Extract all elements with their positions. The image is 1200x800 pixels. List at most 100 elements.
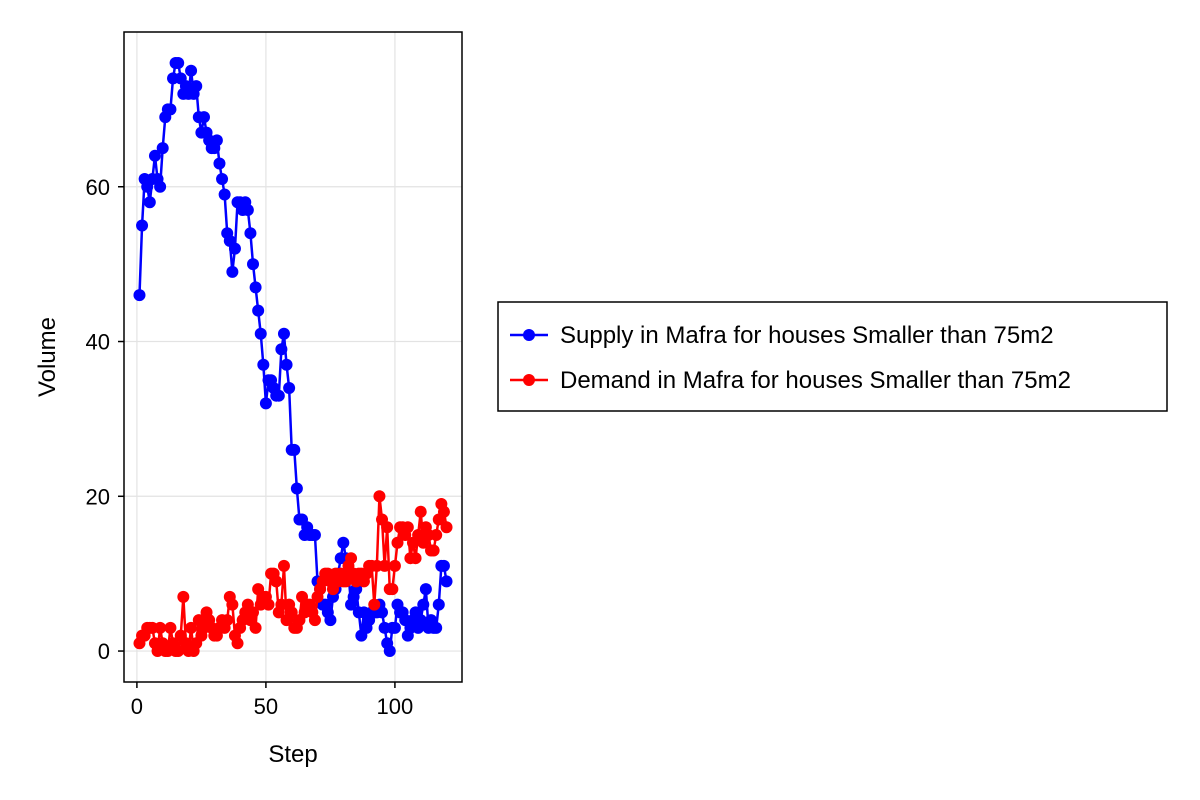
data-point-demand (391, 536, 404, 549)
y-tick-label-0: 0 (98, 639, 110, 664)
y-axis-title: Volume (34, 317, 61, 397)
data-point-supply (414, 614, 427, 627)
data-point-demand (373, 490, 386, 503)
data-point-demand (285, 606, 298, 619)
legend-marker-supply (523, 329, 535, 341)
series-line-supply (138, 61, 448, 653)
data-point-demand (378, 559, 391, 572)
data-point-supply (283, 381, 296, 394)
data-point-supply (419, 583, 432, 596)
data-point-supply (259, 397, 272, 410)
data-point-demand (154, 621, 167, 634)
data-point-demand (177, 590, 190, 603)
grid (124, 32, 462, 682)
data-point-supply (308, 528, 321, 541)
data-point-demand (221, 614, 234, 627)
data-point-demand (427, 544, 440, 557)
series-demand (133, 490, 453, 658)
data-point-supply (417, 598, 430, 611)
data-point-demand (164, 621, 177, 634)
data-point-supply (324, 614, 337, 627)
legend-entry-demand: Demand in Mafra for houses Smaller than … (510, 367, 1071, 394)
data-point-supply (197, 111, 210, 124)
data-point-demand (249, 621, 262, 634)
data-point-supply (228, 242, 241, 255)
data-point-supply (218, 188, 231, 201)
data-point-demand (440, 521, 453, 534)
series-supply (133, 56, 453, 658)
data-point-supply (244, 227, 257, 240)
legend-box (497, 301, 1168, 412)
data-point-supply (185, 64, 198, 77)
data-point-demand (409, 552, 422, 565)
data-point-supply (437, 559, 450, 572)
data-point-demand (430, 528, 443, 541)
data-point-supply (241, 203, 254, 216)
data-point-demand (226, 598, 239, 611)
x-axis-title: Step (268, 741, 317, 768)
data-point-supply (148, 149, 161, 162)
data-point-supply (247, 258, 260, 271)
data-point-demand (437, 505, 450, 518)
data-point-demand (388, 559, 401, 572)
data-point-supply (254, 327, 267, 340)
x-tick-label-1: 50 (254, 694, 278, 719)
data-point-demand (270, 575, 283, 588)
data-point-supply (280, 358, 293, 371)
legend-entry-supply: Supply in Mafra for houses Smaller than … (510, 322, 1054, 349)
data-point-supply (213, 157, 226, 170)
data-point-demand (172, 645, 185, 658)
data-point-supply (290, 482, 303, 495)
data-point-demand (231, 637, 244, 650)
data-point-demand (277, 559, 290, 572)
data-point-demand (308, 614, 321, 627)
data-point-supply (376, 606, 389, 619)
data-point-supply (164, 103, 177, 116)
data-point-supply (136, 219, 149, 232)
legend: Supply in Mafra for houses Smaller than … (497, 301, 1168, 412)
legend-marker-demand (523, 374, 535, 386)
data-point-supply (216, 173, 229, 186)
x-tick-label-0: 0 (131, 694, 143, 719)
data-point-supply (388, 621, 401, 634)
data-point-supply (249, 281, 262, 294)
data-point-supply (337, 536, 350, 549)
data-point-supply (154, 180, 167, 193)
y-tick-label-2: 40 (86, 330, 110, 355)
plot-series (133, 56, 453, 658)
data-point-demand (381, 521, 394, 534)
data-point-demand (185, 621, 198, 634)
y-tick-label-3: 60 (86, 175, 110, 200)
data-point-supply (210, 134, 223, 147)
data-point-supply (272, 389, 285, 402)
data-point-demand (345, 552, 358, 565)
x-tick-label-2: 100 (377, 694, 414, 719)
data-point-supply (252, 304, 265, 317)
data-point-supply (226, 265, 239, 278)
data-point-demand (247, 606, 260, 619)
data-point-supply (143, 196, 156, 209)
data-point-supply (430, 621, 443, 634)
legend-label-supply: Supply in Mafra for houses Smaller than … (560, 322, 1054, 349)
data-point-supply (275, 343, 288, 356)
data-point-demand (414, 505, 427, 518)
data-point-demand (262, 598, 275, 611)
axis-ticks: 0 50 100 0 20 40 60 (86, 175, 414, 719)
data-point-supply (440, 575, 453, 588)
plot-frame (123, 31, 463, 683)
data-point-demand (386, 583, 399, 596)
data-point-demand (368, 598, 381, 611)
data-point-supply (288, 443, 301, 456)
data-point-supply (190, 80, 203, 93)
legend-label-demand: Demand in Mafra for houses Smaller than … (560, 367, 1071, 394)
data-point-demand (401, 521, 414, 534)
data-point-supply (156, 142, 169, 155)
data-point-demand (339, 575, 352, 588)
data-point-supply (133, 289, 146, 302)
data-point-supply (172, 56, 185, 69)
data-point-supply (432, 598, 445, 611)
y-tick-label-1: 20 (86, 484, 110, 509)
data-point-supply (383, 645, 396, 658)
data-point-supply (277, 327, 290, 340)
